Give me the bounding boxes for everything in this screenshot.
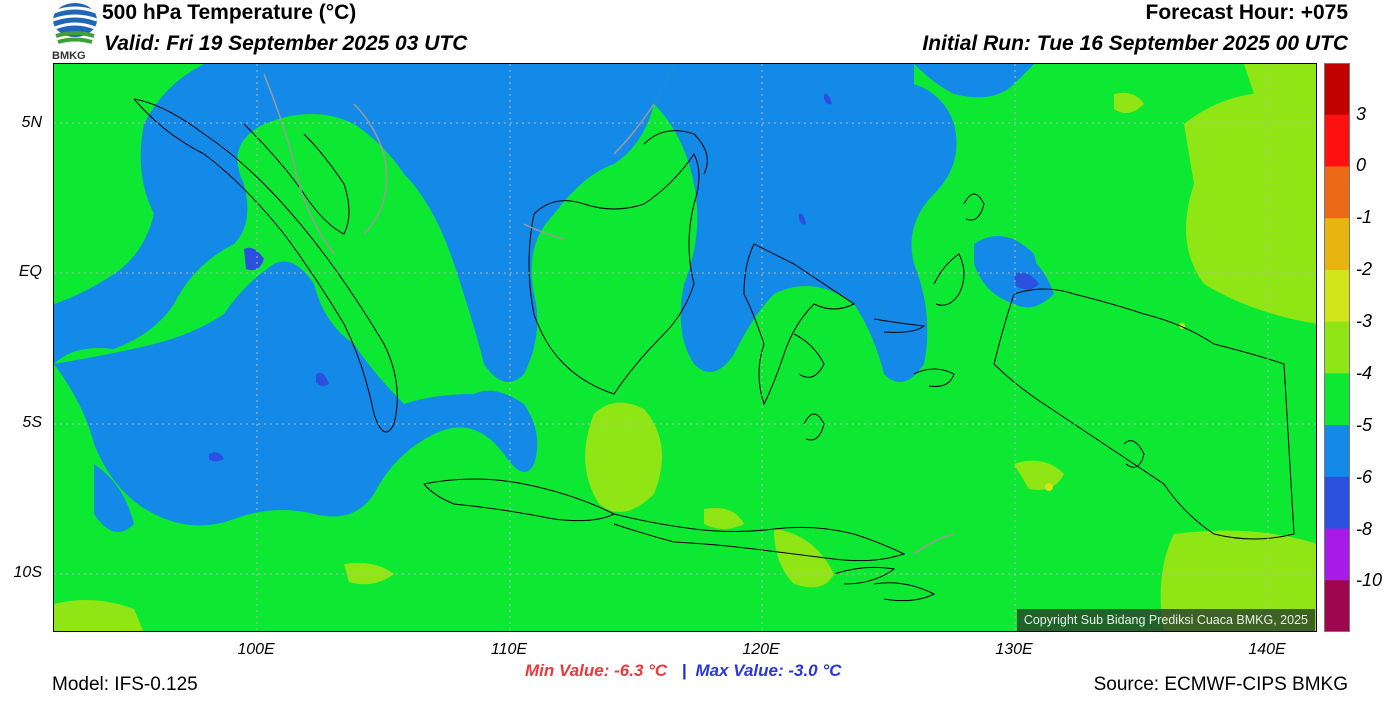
national-borders (263, 73, 955, 555)
colorbar-label-m8: -8 (1356, 519, 1373, 539)
valid-time: Valid: Fri 19 September 2025 03 UTC (104, 32, 468, 55)
chart-title: 500 hPa Temperature (°C) (102, 1, 357, 24)
max-value: Max Value: -3.0 °C (695, 661, 842, 680)
initial-run: Initial Run: Tue 16 September 2025 00 UT… (922, 32, 1348, 55)
colorbar-swatches (1324, 63, 1350, 632)
colorbar-label-m3: -3 (1356, 311, 1373, 331)
lon-label-120e: 120E (742, 641, 780, 658)
map-canvas (54, 64, 1316, 631)
colorbar-label-m10: -10 (1356, 570, 1383, 590)
coastlines (133, 98, 1295, 602)
bmkg-logo (50, 0, 100, 62)
forecast-hour: Forecast Hour: +075 (1145, 1, 1349, 24)
colorbar-label-0: 0 (1356, 155, 1367, 175)
colorbar-swatch (1324, 580, 1350, 632)
colorbar-label-m1: -1 (1356, 207, 1373, 227)
logo-text: BMKG (52, 50, 86, 62)
colorbar-label-m2: -2 (1356, 259, 1373, 279)
colorbar-swatch (1324, 114, 1350, 167)
colorbar-swatch (1324, 373, 1350, 426)
colorbar-label-3: 3 (1356, 104, 1367, 124)
lon-label-140e: 140E (1248, 641, 1286, 658)
colorbar-label-m6: -6 (1356, 467, 1373, 487)
colorbar-swatch (1324, 321, 1350, 374)
min-max-separator: | (681, 661, 687, 680)
colorbar-swatch (1324, 425, 1350, 478)
lat-label-10s: 10S (13, 564, 42, 581)
lime-regions (54, 64, 1316, 631)
copyright-notice: Copyright Sub Bidang Prediksi Cuaca BMKG… (1016, 609, 1315, 631)
lon-label-110e: 110E (490, 641, 528, 658)
colorbar-swatch (1324, 166, 1350, 219)
lat-label-eq: EQ (18, 263, 42, 280)
graticule (54, 64, 1316, 631)
model-label: Model: IFS-0.125 (52, 674, 198, 695)
colorbar-swatch (1324, 528, 1350, 581)
temperature-map (53, 63, 1317, 632)
colorbar-swatch (1324, 269, 1350, 323)
lat-label-5n: 5N (21, 114, 42, 131)
lon-label-130e: 130E (995, 641, 1033, 658)
colorbar-label-m4: -4 (1356, 363, 1373, 383)
colorbar-label-m5: -5 (1356, 415, 1373, 435)
dark-blue-specks (209, 93, 1039, 462)
lon-label-100e: 100E (237, 641, 275, 658)
source-label: Source: ECMWF-CIPS BMKG (1093, 674, 1348, 695)
colorbar-swatch (1324, 218, 1350, 271)
colorbar (1324, 63, 1350, 632)
lat-label-5s: 5S (22, 414, 42, 431)
blue-regions (54, 64, 1054, 532)
min-max-values: Min Value: -6.3 °C | Max Value: -3.0 °C (525, 661, 841, 681)
colorbar-swatch (1324, 476, 1350, 530)
min-value: Min Value: -6.3 °C (525, 661, 668, 680)
colorbar-swatch (1324, 63, 1350, 116)
